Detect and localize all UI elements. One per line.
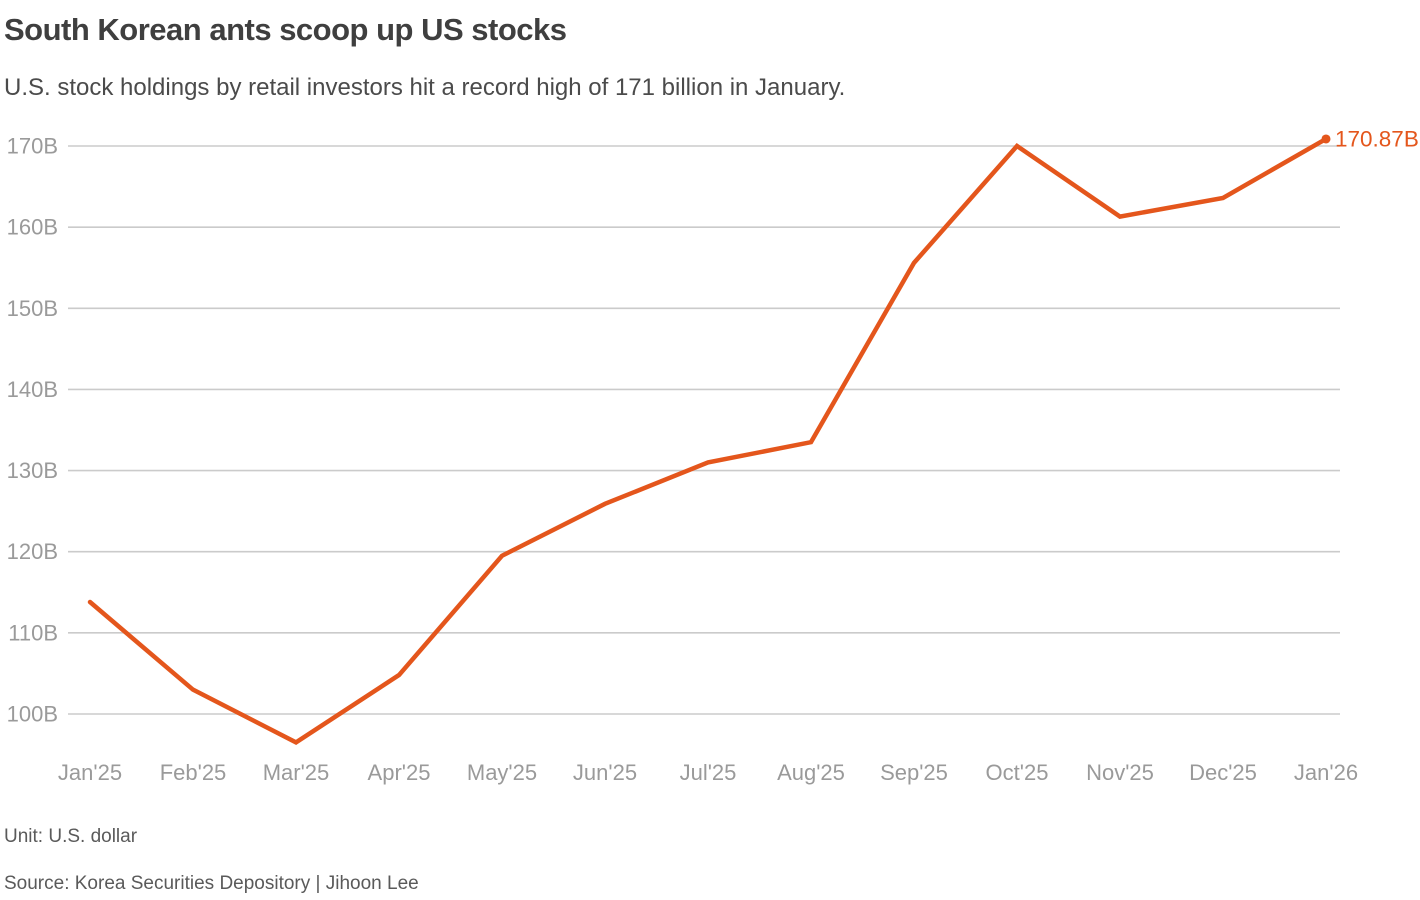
source-note: Source: Korea Securities Depository | Ji…: [4, 873, 419, 894]
x-tick-label: Jan'25: [58, 760, 122, 785]
unit-note: Unit: U.S. dollar: [4, 826, 138, 847]
x-tick-label: Feb'25: [160, 760, 227, 785]
chart-footer: Unit: U.S. dollar Source: Korea Securiti…: [4, 826, 1404, 895]
x-tick-label: Oct'25: [986, 760, 1049, 785]
x-tick-label: Jun'25: [573, 760, 637, 785]
y-tick-label: 160B: [7, 215, 58, 240]
x-tick-label: Aug'25: [777, 760, 845, 785]
x-tick-label: Mar'25: [263, 760, 330, 785]
line-chart: 170B 160B 150B 140B 130B 120B 110B 100B Jan'25 Fe…: [7, 126, 1419, 785]
data-series-line: [87, 136, 1329, 745]
y-tick-label: 120B: [7, 539, 58, 564]
y-tick-label: 140B: [7, 377, 58, 402]
x-tick-label: Jan'26: [1294, 760, 1358, 785]
line-chart-canvas: 170B 160B 150B 140B 130B 120B 110B 100B Jan'25 Fe…: [7, 126, 1419, 785]
x-tick-label: Apr'25: [368, 760, 431, 785]
x-tick-label: May'25: [467, 760, 537, 785]
x-tick-label: Nov'25: [1086, 760, 1154, 785]
y-tick-label: 170B: [7, 134, 58, 159]
y-tick-label: 110B: [8, 620, 58, 645]
x-tick-label: Jul'25: [680, 760, 737, 785]
x-tick-label: Sep'25: [880, 760, 948, 785]
x-tick-label: Dec'25: [1189, 760, 1257, 785]
chart-subtitle: U.S. stock holdings by retail investors …: [4, 73, 846, 101]
y-tick-label: 150B: [7, 296, 58, 321]
last-value-label: 170.87B: [1335, 126, 1419, 151]
chart-header: South Korean ants scoop up US stocks U.S…: [4, 0, 1404, 102]
chart-title: South Korean ants scoop up US stocks: [4, 12, 567, 47]
y-tick-label: 100B: [7, 702, 58, 727]
last-point-marker: [1321, 134, 1331, 144]
y-tick-label: 130B: [7, 458, 58, 483]
